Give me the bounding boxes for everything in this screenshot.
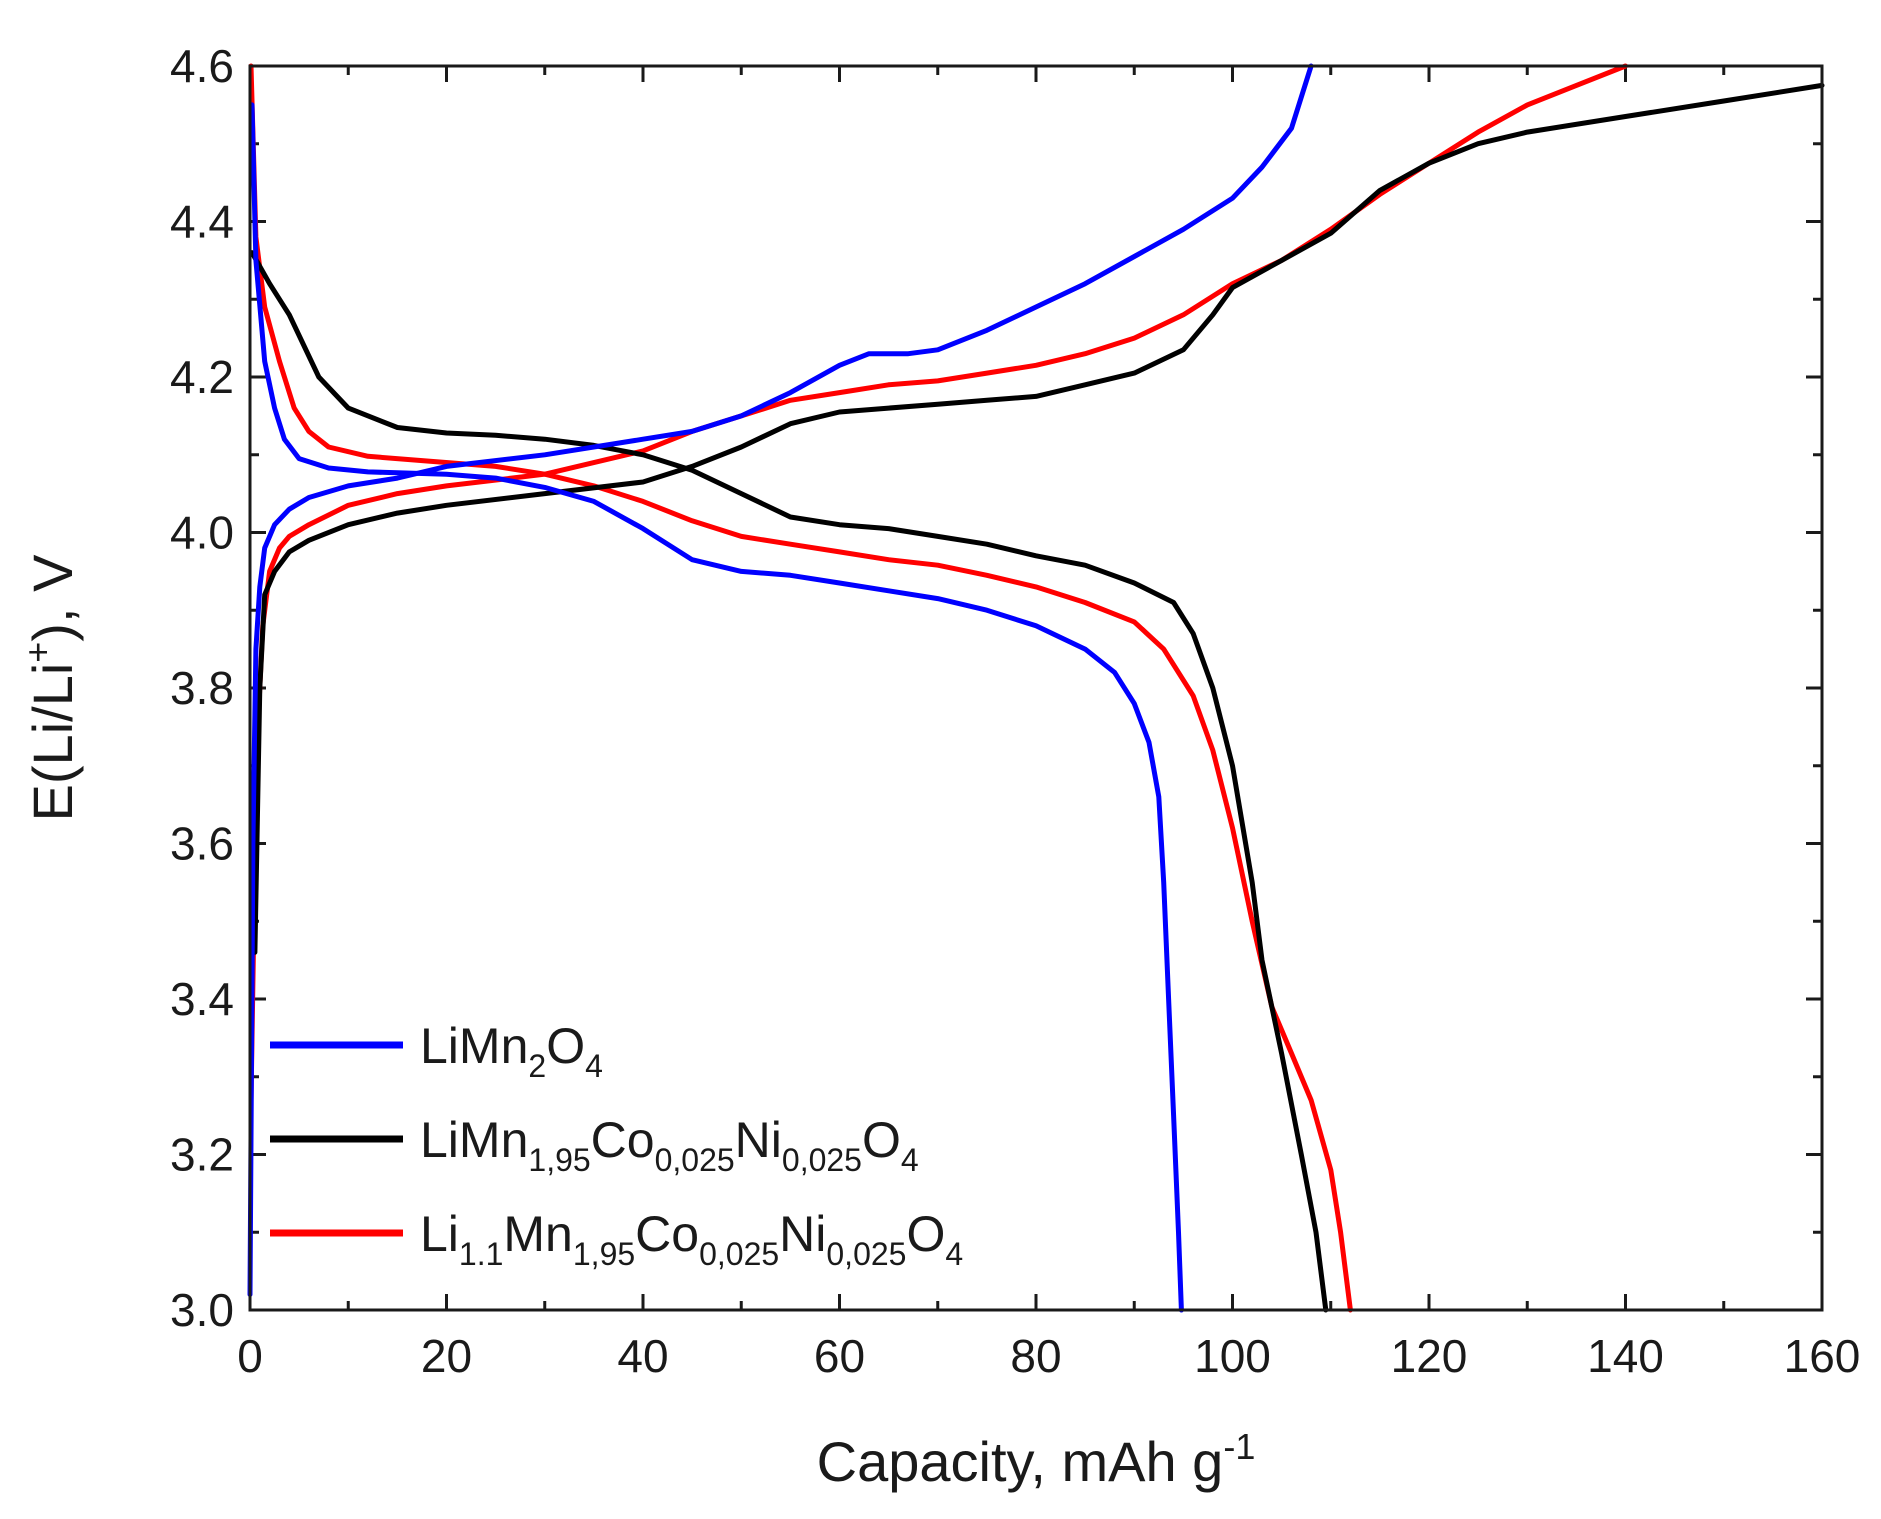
- legend-entry-part: 2: [528, 1048, 546, 1084]
- legend-entry: LiMn2O4: [420, 1018, 603, 1084]
- y-tick-label: 4.0: [170, 507, 234, 559]
- legend-entry-part: Co: [635, 1206, 699, 1262]
- y-tick-label: 3.8: [170, 662, 234, 714]
- legend-entry-part: O: [546, 1018, 585, 1074]
- series-line-charge: [247, 63, 1314, 1297]
- y-tick-label: 4.4: [170, 196, 234, 248]
- legend-entry-part: 0,025: [655, 1142, 735, 1178]
- legend-entry-part: Li: [420, 1206, 459, 1262]
- legend-entry-part: 4: [901, 1142, 919, 1178]
- x-tick-label: 0: [237, 1330, 263, 1382]
- y-tick-label: 3.0: [170, 1284, 234, 1336]
- x-tick-label: 60: [814, 1330, 865, 1382]
- y-axis-title: E(Li/Li+), V: [17, 554, 84, 822]
- legend-entry-part: Mn: [459, 1018, 528, 1074]
- legend-entry-part: Ni: [779, 1206, 826, 1262]
- legend-entry: LiMn1,95Co0,025Ni0,025O4: [420, 1112, 919, 1178]
- legend-entry-part: 4: [585, 1048, 603, 1084]
- x-axis-title-text: Capacity, mAh g: [817, 1430, 1224, 1493]
- y-tick-label: 3.6: [170, 818, 234, 870]
- legend-entry-part: 0,025: [782, 1142, 862, 1178]
- y-axis-title-end: ), V: [21, 554, 84, 642]
- x-tick-label: 140: [1587, 1330, 1664, 1382]
- legend-entry-part: Mn: [459, 1112, 528, 1168]
- legend-entry-part: 0,025: [699, 1236, 779, 1272]
- tick-labels: 0 20 40 60 80 100 120 140 160 3.0 3.2 3.4 3.6 3.8 4.0 4…: [170, 40, 1860, 1382]
- legend-entry-part: 1,95: [573, 1236, 635, 1272]
- legend-entry-part: Mn: [503, 1206, 572, 1262]
- legend-entry-part: 0,025: [826, 1236, 906, 1272]
- x-tick-label: 120: [1391, 1330, 1468, 1382]
- y-axis-title-sup: +: [17, 642, 58, 663]
- legend-entry-part: 4: [945, 1236, 963, 1272]
- legend-entry-part: Ni: [735, 1112, 782, 1168]
- x-axis-title-sup: -1: [1223, 1426, 1255, 1467]
- x-tick-label: 80: [1010, 1330, 1061, 1382]
- legend-entry-part: O: [906, 1206, 945, 1262]
- plot-frame: [248, 64, 1824, 1312]
- legend-entry-part: 1,95: [528, 1142, 590, 1178]
- series-line-charge: [252, 82, 1825, 955]
- x-tick-label: 40: [617, 1330, 668, 1382]
- y-axis-title-text: E(Li/Li: [21, 663, 84, 822]
- y-tick-label: 3.2: [170, 1129, 234, 1181]
- x-tick-label: 160: [1784, 1330, 1861, 1382]
- legend-entry-part: Li: [420, 1018, 459, 1074]
- legend-entry-part: 1.1: [459, 1236, 503, 1272]
- legend-entry: Li1.1Mn1,95Co0,025Ni0,025O4: [420, 1206, 963, 1272]
- y-tick-label: 3.4: [170, 973, 234, 1025]
- legend-entry-part: Li: [420, 1112, 459, 1168]
- legend-entry-part: O: [862, 1112, 901, 1168]
- x-tick-label: 20: [421, 1330, 472, 1382]
- series-layer: [247, 63, 1825, 1313]
- x-axis-title: Capacity, mAh g-1: [817, 1426, 1256, 1493]
- legend: LiMn2O4LiMn1,95Co0,025Ni0,025O4Li1.1Mn1,…: [270, 1018, 963, 1272]
- y-tick-label: 4.6: [170, 40, 234, 92]
- legend-entry-part: Co: [591, 1112, 655, 1168]
- series-line-discharge: [249, 102, 1184, 1313]
- y-tick-label: 4.2: [170, 351, 234, 403]
- series-line-discharge: [249, 250, 1329, 1313]
- x-tick-label: 100: [1194, 1330, 1271, 1382]
